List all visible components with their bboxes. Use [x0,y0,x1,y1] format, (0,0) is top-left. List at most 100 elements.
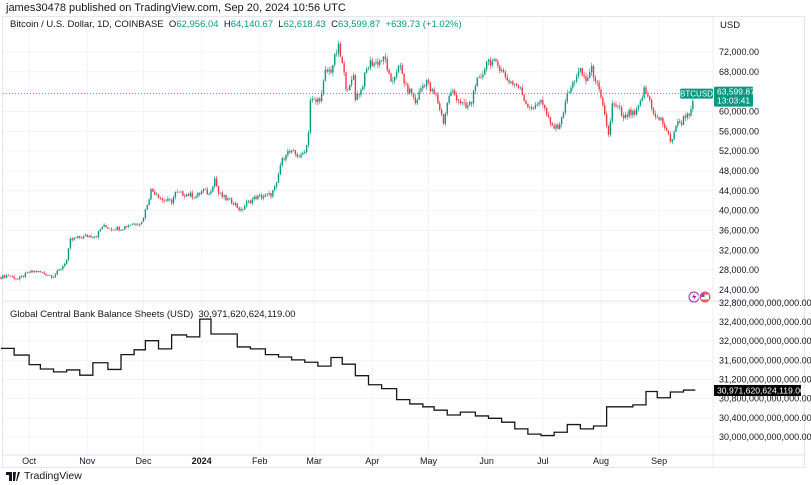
time-axis-label: Dec [135,456,152,466]
candle-body [206,189,208,195]
candle-body [150,189,152,200]
candle-body [448,95,450,104]
candle-body [461,102,463,104]
candle-body [379,60,381,65]
candle-body [67,248,70,260]
candle-body [84,234,87,236]
candle-body [24,272,27,277]
price-axis-label: 48,000.00 [719,166,759,176]
candle-body [452,90,454,93]
symbol-title[interactable]: Bitcoin / U.S. Dollar, 1D, COINBASE [10,19,164,30]
candle-body [221,192,223,197]
candle-body [540,100,542,103]
candle-body [502,69,505,73]
candle-body [643,87,645,98]
candle-body [412,94,415,98]
candle-body [305,145,308,152]
candle-body [41,272,43,273]
candle-body [684,116,687,118]
candle-body [167,198,169,201]
time-axis-label: May [420,456,438,466]
candle-body [82,235,85,239]
candle-body [266,194,268,195]
last-price-badge [714,86,753,107]
candle-body [7,275,10,277]
candle-body [154,191,156,195]
candle-body [615,104,617,107]
candle-body [594,77,597,82]
candle-body [637,105,640,109]
candle-body [605,114,608,126]
candle-body [409,88,411,93]
candle-body [88,235,90,238]
candle-body [431,89,433,92]
candle-body [482,74,484,78]
candle-body [380,60,383,62]
chart-frame [2,16,805,468]
lightning-glyph-icon [692,293,697,301]
indicator-axis-label: 30,800,000,000,000.00 [719,394,811,404]
candle-body [532,108,535,110]
candle-body [354,75,357,100]
candle-body [34,271,36,273]
candle-body [345,72,347,90]
candle-body [290,150,293,153]
candle-body [159,197,162,199]
candle-body [5,275,8,278]
candle-body [626,114,628,117]
candle-body [444,113,447,124]
candle-body [619,106,621,108]
candle-body [120,230,122,231]
candle-body [189,192,192,196]
candle-body [75,237,77,239]
candle-body [521,87,523,96]
candle-body [592,66,595,78]
indicator-axis-label: 32,800,000,000,000.00 [719,298,811,308]
price-axis-label: 52,000.00 [719,146,759,156]
candle-body [679,121,681,123]
candle-body [628,109,630,117]
candle-body [326,69,328,72]
candle-body [427,80,430,83]
candle-body [493,59,495,62]
price-axis-label: 32,000.00 [719,245,759,255]
candle-body [99,229,102,231]
candle-body [161,198,163,201]
candle-body [632,110,634,115]
candle-body [19,276,21,280]
candle-body [253,196,255,200]
candle-body [352,75,355,80]
candle-body [365,68,368,73]
candle-body [219,192,222,194]
low-value: 62,618.43 [283,19,326,30]
candle-body [304,151,306,153]
candle-body [420,88,422,92]
candle-body [260,195,263,199]
candle-body [480,77,482,78]
candle-body [170,199,173,204]
candle-body [455,94,458,101]
currency-label[interactable]: USD [720,20,741,31]
candle-body [602,97,604,106]
candle-body [437,94,439,104]
candle-body [155,194,158,196]
candle-body [401,65,403,74]
candle-body [283,158,285,160]
candle-body [86,234,88,238]
candle-body [39,271,42,273]
candle-body [217,186,220,194]
indicator-value: 30,971,620,624,119.00 [198,309,296,320]
candle-body [624,114,627,119]
candle-body [184,195,186,197]
candle-body [439,103,441,110]
close-label: C [331,19,338,30]
indicator-name[interactable]: Global Central Bank Balance Sheets (USD) [10,309,194,320]
candle-body [405,83,407,85]
time-axis-label: 2024 [192,456,212,466]
candle-body [185,194,188,197]
tradingview-logo[interactable]: TradingView [6,470,82,482]
candle-body [110,228,113,230]
candle-body [50,275,53,278]
publish-info: james30478 published on TradingView.com,… [6,2,346,14]
